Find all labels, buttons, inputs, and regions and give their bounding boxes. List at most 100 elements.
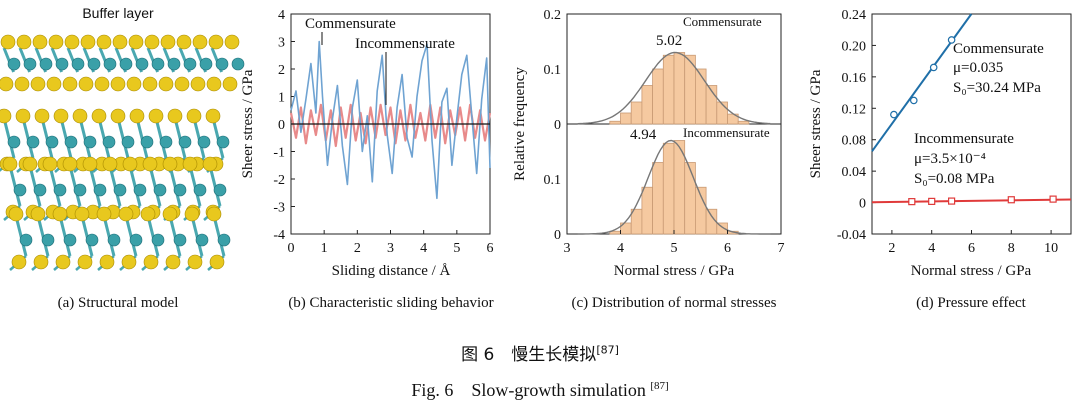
metal-atom (64, 135, 78, 149)
x-tick-label: 3 (564, 241, 571, 256)
sulfur-atom (209, 254, 225, 270)
metal-atom (197, 135, 211, 149)
y-tick-label: 2 (278, 63, 285, 78)
sulfur-atom (121, 254, 137, 270)
metal-atom (107, 233, 121, 247)
sulfur-atom (206, 76, 222, 92)
metal-atom (183, 57, 197, 71)
bond (40, 117, 54, 159)
metal-atom (71, 57, 85, 71)
metal-atom (178, 135, 192, 149)
metal-atom (121, 135, 135, 149)
sulfur-atom (162, 206, 178, 222)
gaussian-fit (577, 139, 771, 235)
y-tick-label: 0.12 (842, 102, 867, 117)
y-tick-label: 3 (278, 36, 285, 51)
data-point-commensurate (890, 110, 898, 119)
bond (190, 215, 204, 257)
label-commensurate-s0: S₀=30.24 MPa (953, 80, 1041, 96)
sulfur-atom (80, 34, 96, 50)
y-tick-label: 0 (278, 118, 285, 133)
panel-b-xlabel: Sliding distance / Å (332, 263, 451, 279)
x-tick-label: 6 (487, 241, 494, 256)
sulfur-atom (102, 156, 118, 172)
x-tick-label: 2 (888, 241, 895, 256)
sulfur-atom (55, 254, 71, 270)
metal-atom (231, 57, 245, 71)
metal-atom (173, 233, 187, 247)
hist-bottom-peak-label: 4.94 (630, 127, 657, 143)
sulfur-atom (32, 34, 48, 50)
sulfur-atom (16, 34, 32, 50)
metal-atom (140, 135, 154, 149)
sulfur-atom (62, 156, 78, 172)
metal-atom (39, 57, 53, 71)
metal-atom (19, 233, 33, 247)
bond (21, 117, 35, 159)
bond (36, 215, 50, 257)
label-incommensurate: Incommensurate (914, 131, 1014, 147)
x-tick-label: 1 (321, 241, 328, 256)
sulfur-atom (187, 254, 203, 270)
panel-a-structure: Buffer layer (a) Structural model (0, 5, 245, 311)
buffer-layer-label: Buffer layer (82, 5, 154, 21)
caption-chinese: 图 6 慢生长模拟[87] (0, 340, 1080, 365)
sulfur-atom (64, 34, 80, 50)
histogram-bar (652, 68, 664, 125)
metal-atom (73, 183, 87, 197)
bond (168, 165, 182, 207)
x-tick-label: 5 (453, 241, 460, 256)
metal-atom (113, 183, 127, 197)
histogram-incommensurate (577, 139, 771, 235)
metal-atom (133, 183, 147, 197)
data-point-incommensurate (1049, 195, 1057, 203)
metal-atom (85, 233, 99, 247)
metal-atom (173, 183, 187, 197)
sulfur-atom (42, 156, 58, 172)
metal-atom (87, 57, 101, 71)
sulfur-atom (30, 206, 46, 222)
label-commensurate: Commensurate (953, 41, 1044, 57)
y-tick-label: 0.04 (842, 165, 867, 180)
panel-b-ylabel: Sheer stress / GPa (240, 69, 256, 178)
histogram-bar (684, 162, 696, 235)
bond (58, 215, 72, 257)
metal-atom (129, 233, 143, 247)
panel-c-ticks: 3 4 5 6 7 0 0.1 0.2 0 0.1 (544, 8, 785, 256)
x-tick-label: 4 (420, 241, 427, 256)
sulfur-atom (2, 156, 18, 172)
sulfur-atom (208, 34, 224, 50)
hist-top-peak-label: 5.02 (656, 33, 682, 49)
bond (128, 165, 142, 207)
sulfur-atom (82, 156, 98, 172)
metal-atom (153, 183, 167, 197)
sulfur-atom (160, 34, 176, 50)
metal-atom (55, 57, 69, 71)
bond (148, 165, 162, 207)
sulfur-atom (184, 206, 200, 222)
series-line-commensurate (290, 40, 491, 200)
sulfur-atom (110, 108, 126, 124)
sulfur-atom (96, 206, 112, 222)
metal-atom (53, 183, 67, 197)
caption-chinese-ref: [87] (596, 343, 619, 357)
x-tick-label: 6 (724, 241, 731, 256)
sulfur-atom (110, 76, 126, 92)
sulfur-atom (222, 76, 238, 92)
sulfur-atom (99, 254, 115, 270)
sulfur-atom (94, 76, 110, 92)
sulfur-atom (148, 108, 164, 124)
panel-b-caption: (b) Characteristic sliding behavior (288, 295, 493, 311)
sulfur-atom (190, 76, 206, 92)
sulfur-atom (122, 156, 138, 172)
sulfur-atom (8, 206, 24, 222)
y-tick-label: 0.24 (842, 8, 867, 23)
metal-atom (215, 57, 229, 71)
metal-atom (26, 135, 40, 149)
annotation-incommensurate: Incommensurate (355, 36, 455, 52)
metal-atom (41, 233, 55, 247)
metal-atom (159, 135, 173, 149)
x-tick-label: 4 (928, 241, 935, 256)
histogram-bar (620, 112, 632, 125)
